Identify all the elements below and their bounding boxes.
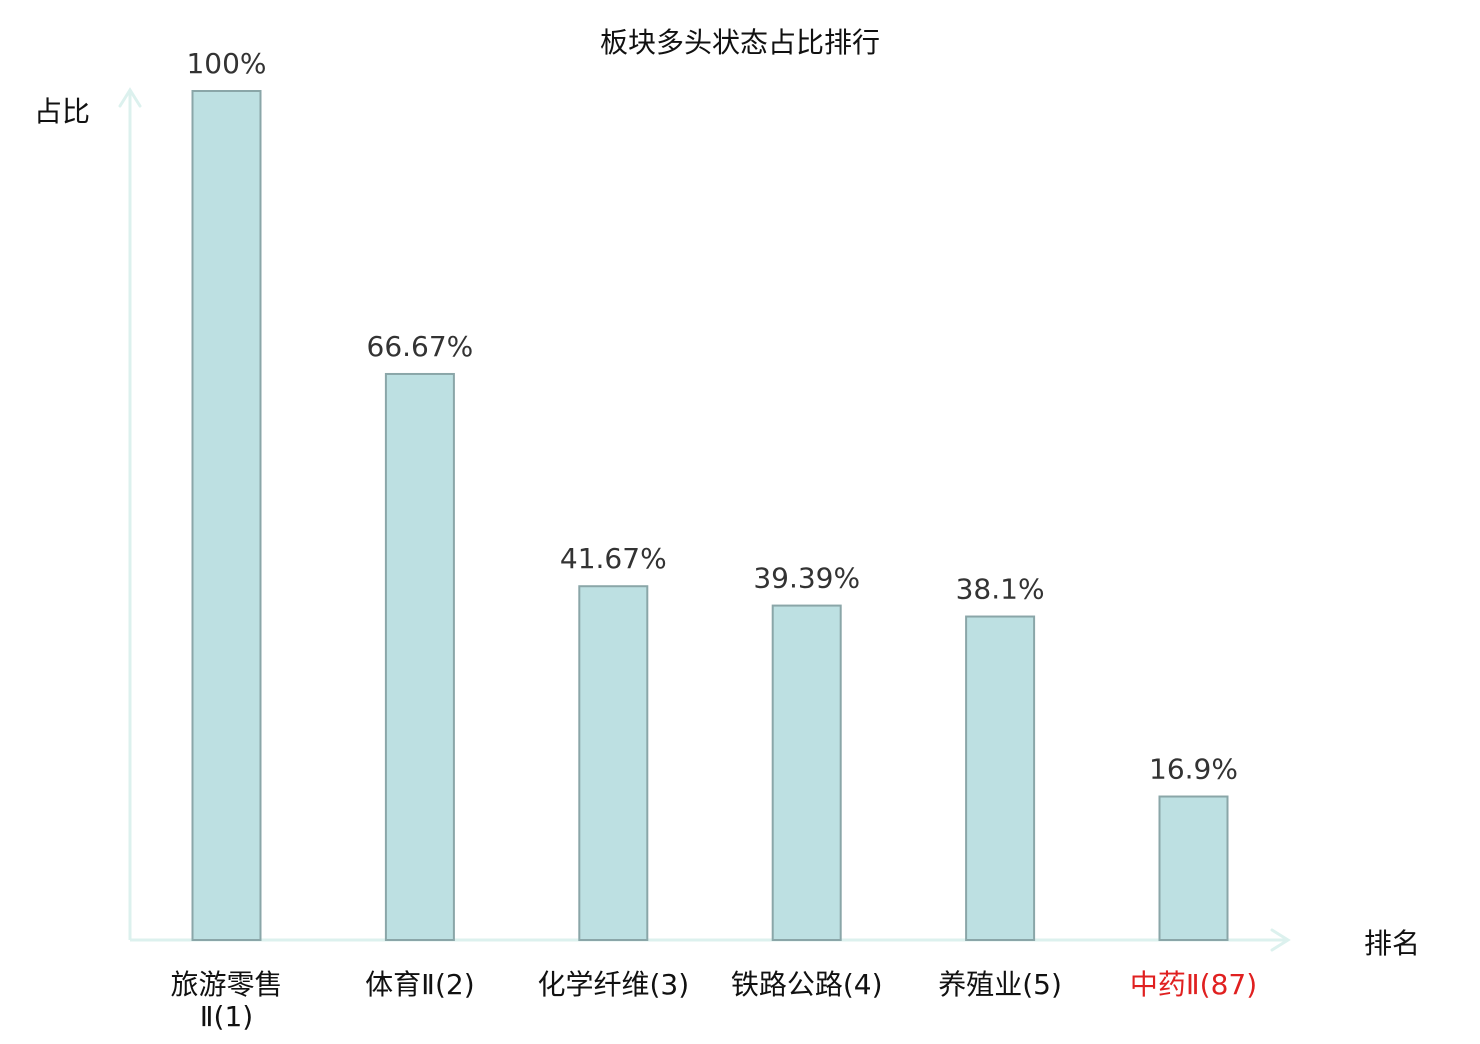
bar: [578, 585, 649, 941]
y-axis-arrow: [118, 87, 142, 108]
value-labels-group: 100% 66.67% 41.67% 39.39% 38.1% 16.9%: [186, 47, 1238, 786]
category-label: 化学纤维(3): [537, 968, 689, 1001]
category-label: 体育Ⅱ(2): [365, 968, 474, 1001]
category-label: Ⅱ(1): [200, 1000, 253, 1033]
bars-group: [191, 90, 1229, 942]
value-label: 41.67%: [560, 542, 667, 575]
category-label: 中药Ⅱ(87): [1130, 968, 1257, 1001]
value-label: 16.9%: [1149, 753, 1238, 786]
x-axis-label: 排名: [1364, 927, 1420, 960]
x-axis-arrow: [1270, 928, 1291, 952]
bar: [384, 372, 455, 942]
bar: [771, 604, 842, 942]
category-label: 铁路公路(4): [731, 968, 883, 1001]
y-axis-label: 占比: [34, 95, 90, 128]
chart-title: 板块多头状态占比排行: [600, 26, 880, 59]
axes: [118, 87, 1291, 952]
bar: [191, 90, 262, 941]
bar: [1158, 795, 1229, 941]
value-label: 38.1%: [956, 573, 1045, 606]
value-label: 66.67%: [367, 330, 474, 363]
value-label: 100%: [186, 47, 266, 80]
category-label: 养殖业(5): [938, 968, 1062, 1001]
category-label: 旅游零售: [170, 968, 282, 1001]
bar: [965, 615, 1036, 941]
value-label: 39.39%: [753, 562, 860, 595]
